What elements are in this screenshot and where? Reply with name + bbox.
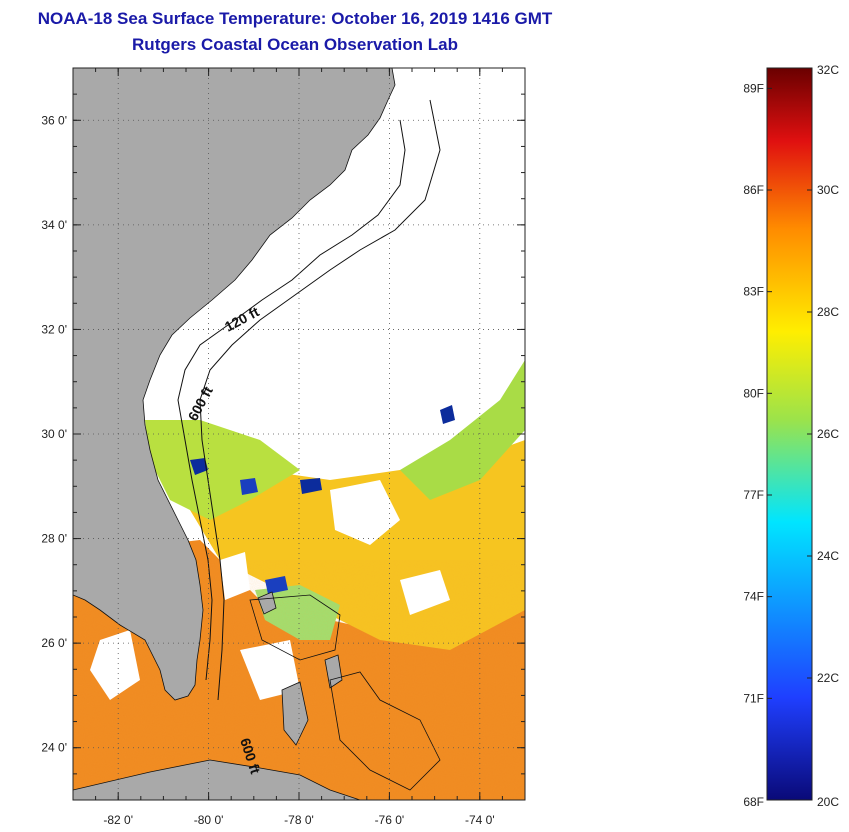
cold-patch — [300, 478, 322, 494]
colorbar-celsius-label: 24C — [817, 549, 839, 563]
lon-tick-label: -76 0' — [375, 813, 405, 827]
lat-tick-label: 30 0' — [41, 427, 67, 441]
lat-tick-label: 32 0' — [41, 322, 67, 336]
colorbar-fahrenheit-label: 80F — [743, 386, 764, 400]
land-bahamas-andros — [281, 681, 309, 746]
contour-600ft — [199, 99, 441, 701]
lon-tick-label: -80 0' — [194, 813, 224, 827]
map-plot-area: 120 ft 600 ft 600 ft — [73, 68, 525, 800]
cold-patch — [265, 576, 288, 594]
land-us-mainland — [73, 68, 396, 701]
land-bahamas-eleuthera — [324, 654, 343, 689]
colorbar-celsius-label: 28C — [817, 305, 839, 319]
cloud-patch — [240, 640, 300, 700]
cold-patch — [240, 478, 258, 495]
cloud-patch — [90, 630, 140, 700]
colorbar-celsius-label: 22C — [817, 671, 839, 685]
colorbar-ticks: 32C 30C 28C 26C 24C 22C 20C 89F 86F 83F 80F 77F 74F 7… — [743, 63, 839, 809]
lon-tick-label: -78 0' — [284, 813, 314, 827]
cold-patch — [440, 405, 455, 424]
cloud-patch — [400, 570, 450, 615]
colorbar-celsius-label: 30C — [817, 183, 839, 197]
colorbar-fahrenheit-label: 68F — [743, 795, 764, 809]
colorbar-celsius-label: 26C — [817, 427, 839, 441]
cold-patch — [190, 458, 208, 475]
lat-tick-label: 28 0' — [41, 532, 67, 546]
lat-tick-label: 26 0' — [41, 636, 67, 650]
contour-bank-east — [329, 671, 441, 791]
map-axes: -82 0' -80 0' -78 0' -76 0' -74 0' 24 0' 26 0'… — [41, 67, 526, 827]
contour-shelf-south — [249, 594, 341, 661]
sst-cool-region-east — [400, 360, 525, 500]
colorbar-celsius-label: 20C — [817, 795, 839, 809]
cloud-patch — [330, 480, 400, 545]
colorbar-fahrenheit-label: 74F — [743, 590, 764, 604]
colorbar-fahrenheit-label: 86F — [743, 183, 764, 197]
map-title: NOAA-18 Sea Surface Temperature: October… — [37, 9, 553, 28]
colorbar-gradient — [766, 67, 813, 801]
colorbar-celsius-label: 32C — [817, 63, 839, 77]
contour-120ft — [177, 119, 406, 681]
colorbar-fahrenheit-label: 83F — [743, 285, 764, 299]
colorbar: 32C 30C 28C 26C 24C 22C 20C 89F 86F 83F 80F 77F 74F 7… — [743, 63, 839, 809]
land-bahamas-abaco — [257, 591, 277, 615]
colorbar-fahrenheit-label: 89F — [743, 81, 764, 95]
colorbar-fahrenheit-label: 77F — [743, 488, 764, 502]
cloud-patch — [220, 552, 250, 600]
lat-tick-label: 34 0' — [41, 218, 67, 232]
lon-tick-label: -74 0' — [465, 813, 495, 827]
land-cuba — [73, 759, 361, 800]
lat-tick-label: 36 0' — [41, 113, 67, 127]
lat-tick-label: 24 0' — [41, 741, 67, 755]
colorbar-fahrenheit-label: 71F — [743, 691, 764, 705]
lon-tick-label: -82 0' — [103, 813, 133, 827]
sst-cool-region — [145, 420, 300, 520]
map-subtitle: Rutgers Coastal Ocean Observation Lab — [132, 35, 458, 54]
map-grid — [73, 68, 525, 800]
